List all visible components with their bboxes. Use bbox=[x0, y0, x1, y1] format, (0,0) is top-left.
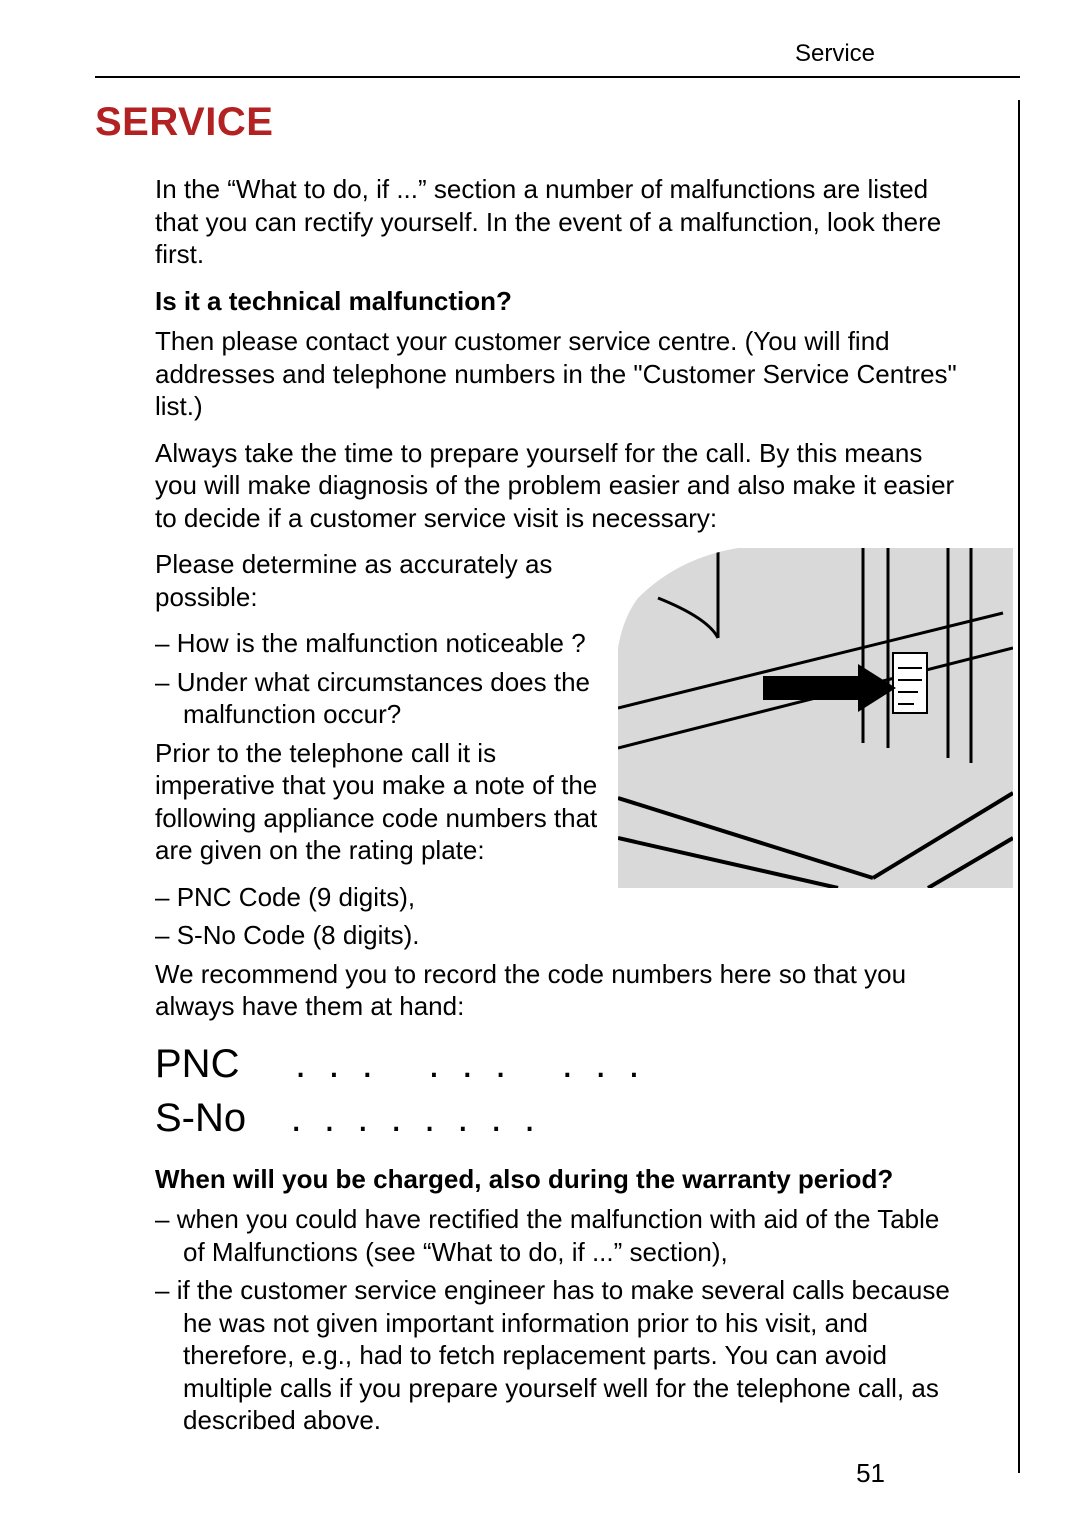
running-head: Service bbox=[95, 40, 1020, 68]
rating-plate-figure bbox=[618, 548, 1013, 888]
wrap-block: Please determine as accurately as possib… bbox=[95, 548, 963, 958]
intro-paragraph: In the “What to do, if ...” section a nu… bbox=[95, 173, 963, 271]
code-fill-in: PNC . . . . . . . . . S-No . . . . . . .… bbox=[95, 1037, 963, 1145]
page-title: SERVICE bbox=[95, 100, 963, 145]
top-rule bbox=[95, 76, 1020, 78]
bullet-table: when you could have rectified the malfun… bbox=[95, 1203, 963, 1268]
paragraph-prepare: Always take the time to prepare yourself… bbox=[95, 437, 963, 535]
page: Service SERVICE In the “What to do, if .… bbox=[0, 0, 1080, 1529]
question-technical: Is it a technical malfunction? bbox=[95, 285, 963, 318]
bullet-engineer: if the customer service engineer has to … bbox=[95, 1274, 963, 1437]
bullet-sno: S-No Code (8 digits). bbox=[95, 919, 963, 952]
content-column: SERVICE In the “What to do, if ...” sect… bbox=[95, 100, 1020, 1473]
paragraph-record: We recommend you to record the code numb… bbox=[95, 958, 963, 1023]
page-number: 51 bbox=[856, 1458, 885, 1489]
paragraph-contact: Then please contact your customer servic… bbox=[95, 325, 963, 423]
rating-plate-illustration bbox=[618, 548, 1013, 888]
question-charged: When will you be charged, also during th… bbox=[95, 1163, 963, 1196]
